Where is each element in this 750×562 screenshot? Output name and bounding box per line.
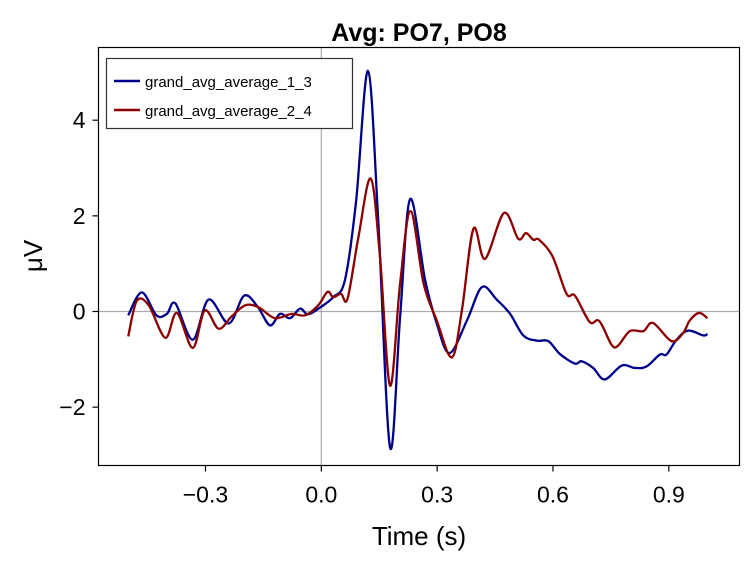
y-tick-label: 0 [73,299,86,325]
x-tick-label: 0.0 [305,482,337,508]
y-tick-label: −2 [59,394,85,420]
x-tick-label: −0.3 [183,482,228,508]
series-line-2 [127,177,709,387]
x-tick-label: 0.9 [653,482,685,508]
legend: grand_avg_average_1_3 grand_avg_average_… [105,57,354,130]
legend-box [105,57,354,130]
legend-label-series-2: grand_avg_average_2_4 [145,103,312,120]
y-tick-label: 2 [73,203,86,229]
plot-frame [97,46,741,467]
x-tick-label: 0.3 [421,482,453,508]
legend-label-series-1: grand_avg_average_1_3 [145,74,312,91]
y-axis-label: μV [18,239,48,272]
x-tick-label: 0.6 [537,482,569,508]
y-tick-label: 4 [73,107,86,133]
chart-title: Avg: PO7, PO8 [331,19,507,47]
x-axis-label: Time (s) [372,521,466,551]
